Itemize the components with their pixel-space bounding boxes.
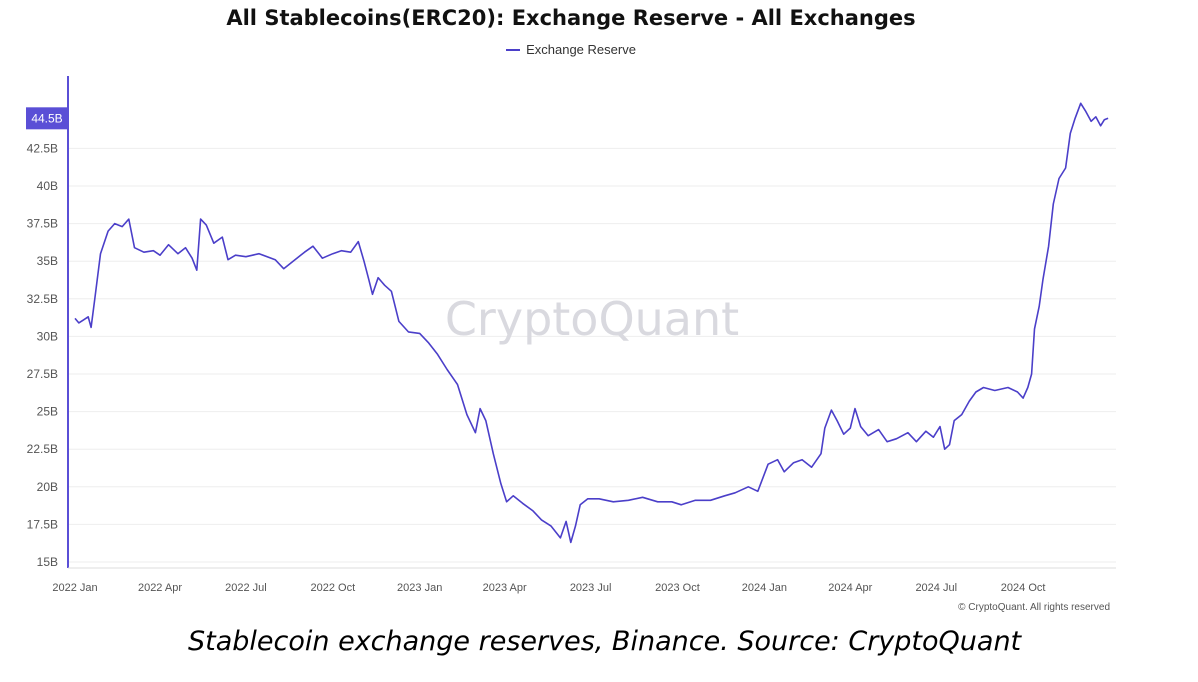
x-tick-label: 2023 Jul [570,582,612,594]
y-tick-label: 17.5B [27,517,58,531]
x-tick-label: 2024 Apr [828,582,872,594]
legend-label: Exchange Reserve [526,42,636,57]
y-tick-label: 25B [37,405,58,419]
legend[interactable]: Exchange Reserve [0,42,1142,57]
chart-title: All Stablecoins(ERC20): Exchange Reserve… [226,6,916,30]
current-value-marker: 44.5B [26,107,68,130]
y-tick-label: 35B [37,254,58,268]
figure-caption: Stablecoin exchange reserves, Binance. S… [188,626,1022,657]
y-tick-label: 37.5B [27,217,58,231]
y-tick-label: 20B [37,480,58,494]
line-chart[interactable]: CryptoQuant 15B 17.5B 20B 22.5B 25B 27.5B 30B 3… [0,0,1198,620]
y-tick-label: 27.5B [27,367,58,381]
x-tick-label: 2023 Apr [483,582,527,594]
current-value-label: 44.5B [31,111,62,125]
y-tick-label: 40B [37,179,58,193]
x-tick-label: 2023 Jan [397,582,442,594]
x-tick-label: 2022 Apr [138,582,182,594]
y-tick-label: 15B [37,555,58,569]
x-tick-label: 2023 Oct [655,582,700,594]
series-line-exchange-reserve[interactable] [74,102,1109,544]
current-value-badge [26,107,68,130]
x-tick-label: 2022 Oct [310,582,355,594]
y-tick-label: 30B [37,329,58,343]
y-axis: 15B 17.5B 20B 22.5B 25B 27.5B 30B 32.5B 35B 37.5B… [27,141,58,569]
legend-swatch [506,48,521,51]
x-tick-label: 2024 Jan [742,582,787,594]
x-tick-label: 2024 Oct [1001,582,1046,594]
y-tick-label: 32.5B [27,292,58,306]
x-tick-label: 2022 Jan [52,582,97,594]
x-axis: 2022 Jan 2022 Apr 2022 Jul 2022 Oct 2023 Jan… [52,582,1045,594]
watermark: CryptoQuant [445,292,739,346]
x-tick-label: 2022 Jul [225,582,267,594]
y-tick-label: 22.5B [27,442,58,456]
grid [68,147,1116,563]
copyright: © CryptoQuant. All rights reserved [958,602,1110,613]
x-tick-label: 2024 Jul [915,582,957,594]
y-tick-label: 42.5B [27,141,58,155]
